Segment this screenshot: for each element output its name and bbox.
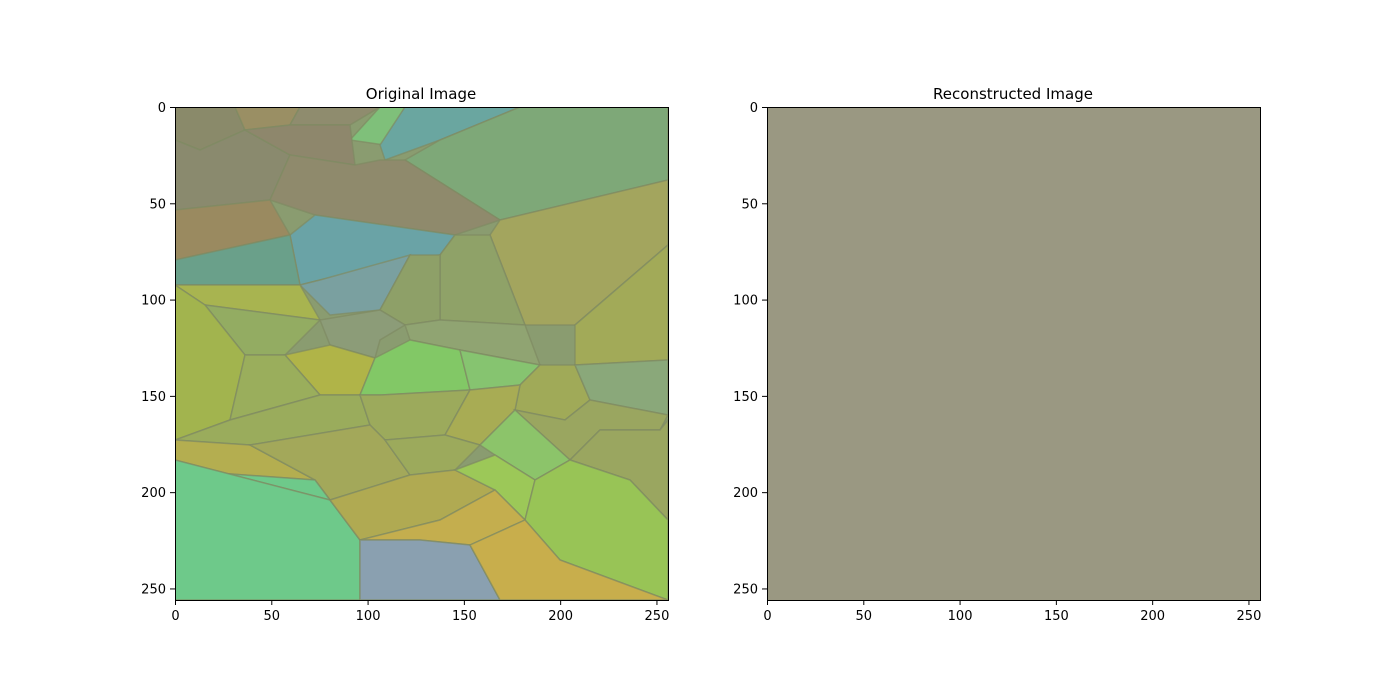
y-tick-label: 200 bbox=[141, 486, 166, 501]
y-tick-label: 200 bbox=[733, 486, 758, 501]
right-panel-title: Reconstructed Image bbox=[933, 85, 1093, 103]
x-tick-label: 0 bbox=[763, 609, 771, 624]
x-tick-label: 50 bbox=[264, 609, 281, 624]
x-tick-label: 150 bbox=[1044, 609, 1069, 624]
x-tick-label: 150 bbox=[452, 609, 477, 624]
y-tick-label: 250 bbox=[141, 582, 166, 597]
y-tick-label: 50 bbox=[741, 197, 758, 212]
x-tick-label: 0 bbox=[171, 609, 179, 624]
reconstructed-image bbox=[767, 107, 1260, 600]
left-panel-title: Original Image bbox=[366, 85, 476, 103]
x-tick-label: 100 bbox=[356, 609, 381, 624]
y-tick-label: 50 bbox=[149, 197, 166, 212]
original-image-frame bbox=[175, 107, 669, 601]
y-tick-label: 250 bbox=[733, 582, 758, 597]
y-tick-label: 150 bbox=[733, 390, 758, 405]
x-tick-label: 250 bbox=[645, 609, 670, 624]
y-tick-label: 100 bbox=[733, 294, 758, 309]
reconstructed-image-frame bbox=[767, 107, 1261, 601]
y-tick-label: 100 bbox=[141, 294, 166, 309]
y-tick-label: 0 bbox=[158, 101, 166, 116]
x-tick-label: 100 bbox=[948, 609, 973, 624]
original-image bbox=[175, 107, 668, 600]
x-tick-label: 250 bbox=[1237, 609, 1262, 624]
y-tick-label: 150 bbox=[141, 390, 166, 405]
left-axes: 0 50 100 150 200 250 0 50 100 150 200 250 bbox=[141, 101, 669, 624]
y-tick-label: 0 bbox=[750, 101, 758, 116]
x-tick-label: 200 bbox=[1140, 609, 1165, 624]
x-tick-label: 200 bbox=[548, 609, 573, 624]
x-tick-label: 50 bbox=[856, 609, 873, 624]
right-axes: 0 50 100 150 200 250 0 50 100 150 200 250 bbox=[733, 101, 1261, 624]
